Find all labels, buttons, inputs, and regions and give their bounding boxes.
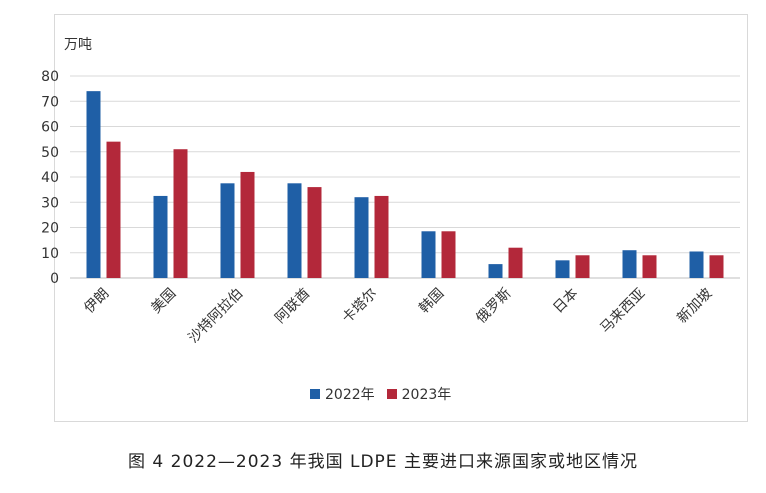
x-tick-label: 美国 <box>148 286 179 317</box>
bar-2023 <box>307 187 322 278</box>
bar-2022 <box>421 231 436 278</box>
x-tick-label: 伊朗 <box>81 286 112 317</box>
legend: 2022年 2023年 <box>310 384 463 404</box>
bar-2023 <box>240 171 255 278</box>
bar-2022 <box>354 197 369 278</box>
y-axis-unit-label: 万吨 <box>64 37 92 53</box>
x-tick-label: 韩国 <box>416 286 447 317</box>
bar-2022 <box>86 91 101 279</box>
y-tick-label: 50 <box>41 145 59 161</box>
legend-label-2022: 2022年 <box>325 387 375 403</box>
bar-2023 <box>709 255 724 278</box>
bar-2023 <box>642 255 657 278</box>
x-tick-label: 卡塔尔 <box>339 286 380 327</box>
legend-item-2023: 2023年 <box>386 384 452 404</box>
x-tick-label: 日本 <box>550 286 581 317</box>
y-tick-label: 80 <box>41 69 59 85</box>
bar-2023 <box>575 255 590 278</box>
x-tick-label: 马来西亚 <box>597 286 648 337</box>
bar-2022 <box>153 195 168 278</box>
bar-2023 <box>508 247 523 278</box>
y-tick-label: 10 <box>41 246 59 262</box>
y-tick-label: 0 <box>50 271 59 287</box>
bar-2022 <box>689 251 704 278</box>
y-tick-label: 70 <box>41 94 59 110</box>
bar-2023 <box>441 231 456 278</box>
y-tick-label: 30 <box>41 195 59 211</box>
figure-caption: 图 4 2022—2023 年我国 LDPE 主要进口来源国家或地区情况 <box>128 452 638 472</box>
chart-frame <box>54 14 748 422</box>
bar-2022 <box>220 183 235 278</box>
legend-item-2022: 2022年 <box>310 384 375 404</box>
bar-2023 <box>173 149 188 278</box>
legend-swatch-2023 <box>386 389 397 399</box>
x-tick-label: 沙特阿拉伯 <box>186 286 247 347</box>
bar-2022 <box>555 260 570 278</box>
x-tick-label: 阿联酋 <box>272 285 314 327</box>
x-tick-label: 新加坡 <box>674 286 715 327</box>
y-tick-label: 20 <box>41 221 59 237</box>
bar-2023 <box>106 141 121 278</box>
bar-2022 <box>287 183 302 278</box>
legend-swatch-2022 <box>310 389 320 399</box>
bar-2022 <box>622 250 637 278</box>
legend-label-2023: 2023年 <box>401 387 452 403</box>
x-tick-label: 俄罗斯 <box>473 286 514 327</box>
y-tick-label: 60 <box>41 120 59 136</box>
bar-2023 <box>374 195 389 278</box>
y-tick-label: 40 <box>41 170 59 186</box>
bar-2022 <box>488 264 503 278</box>
